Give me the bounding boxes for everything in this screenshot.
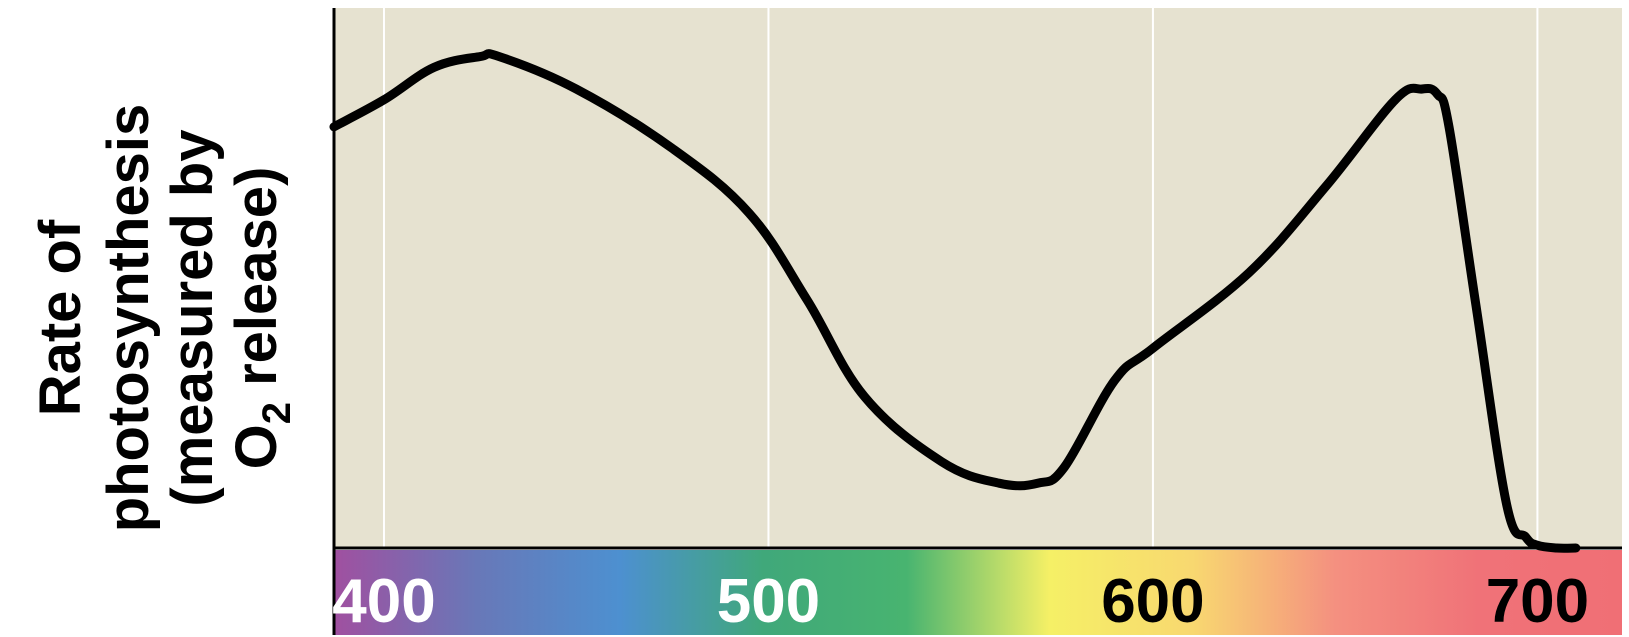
x-tick-label-500: 500 bbox=[717, 567, 820, 636]
y-axis-label: Rate of photosynthesis (measured by O2 r… bbox=[28, 104, 299, 533]
x-tick-labels: 400 500 600 700 bbox=[332, 567, 1589, 636]
ylabel-release: release) bbox=[224, 167, 289, 402]
series-line bbox=[329, 49, 1581, 553]
ylabel-subscript-2: 2 bbox=[255, 402, 299, 424]
ylabel-line-3: (measured by bbox=[160, 129, 225, 506]
ylabel-o: O bbox=[224, 424, 289, 469]
plot-background bbox=[334, 8, 1622, 548]
ylabel-line-4: O2 release) bbox=[224, 167, 299, 470]
x-tick-label-400: 400 bbox=[332, 567, 435, 636]
x-tick-label-700: 700 bbox=[1486, 567, 1589, 636]
x-tick-label-600: 600 bbox=[1101, 567, 1204, 636]
ylabel-line-2: photosynthesis bbox=[96, 104, 161, 533]
spectrum-band bbox=[334, 550, 1622, 635]
ylabel-line-1: Rate of bbox=[28, 219, 93, 416]
